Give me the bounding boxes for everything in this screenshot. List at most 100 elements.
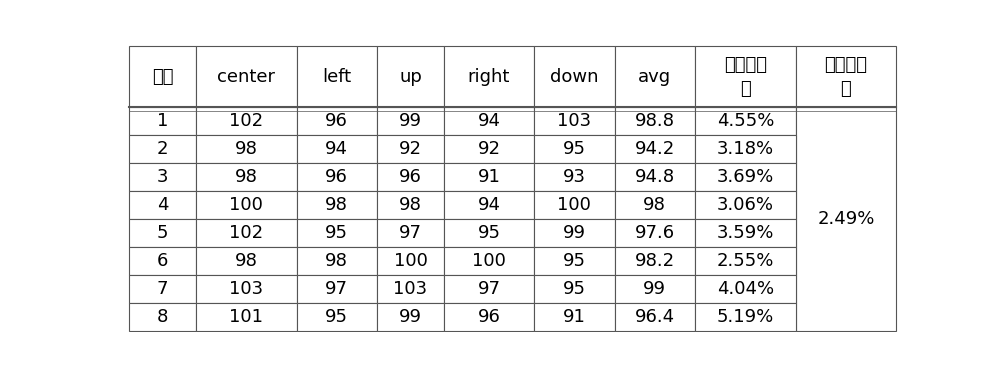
Bar [615, 303, 695, 330]
Bar [297, 191, 377, 219]
Text: 98: 98 [235, 140, 258, 158]
Bar [695, 219, 796, 247]
Text: 100: 100 [229, 196, 263, 214]
Text: 97: 97 [399, 224, 422, 242]
Bar [534, 46, 615, 107]
Text: 7: 7 [157, 280, 168, 298]
Bar [444, 219, 534, 247]
Bar [196, 275, 297, 303]
Bar [297, 219, 377, 247]
Bar [615, 163, 695, 191]
Text: 94.2: 94.2 [635, 140, 675, 158]
Text: 98.8: 98.8 [635, 112, 675, 130]
Text: 2.49%: 2.49% [817, 210, 875, 228]
Text: 100: 100 [557, 196, 591, 214]
Bar [444, 191, 534, 219]
Text: right: right [468, 68, 510, 86]
Bar [444, 135, 534, 163]
Bar [196, 219, 297, 247]
Bar [129, 46, 196, 107]
Text: 95: 95 [478, 224, 501, 242]
Bar [297, 275, 377, 303]
Bar [129, 163, 196, 191]
Text: 3.06%: 3.06% [717, 196, 774, 214]
Text: 98: 98 [325, 252, 348, 270]
Text: 4: 4 [157, 196, 168, 214]
Bar [796, 46, 896, 107]
Text: 96.4: 96.4 [635, 308, 675, 326]
Text: 98: 98 [235, 252, 258, 270]
Text: 98: 98 [399, 196, 422, 214]
Text: 91: 91 [478, 168, 500, 186]
Text: 95: 95 [563, 280, 586, 298]
Text: center: center [217, 68, 275, 86]
Text: 97: 97 [325, 280, 348, 298]
Bar [129, 107, 196, 135]
Bar [444, 303, 534, 330]
Bar [129, 303, 196, 330]
Bar [377, 107, 444, 135]
Bar [615, 219, 695, 247]
Text: 101: 101 [229, 308, 263, 326]
Bar [297, 46, 377, 107]
Bar [695, 163, 796, 191]
Bar [534, 191, 615, 219]
Text: 102: 102 [229, 112, 263, 130]
Text: 99: 99 [563, 224, 586, 242]
Bar [129, 219, 196, 247]
Text: 94.8: 94.8 [635, 168, 675, 186]
Text: 98: 98 [643, 196, 666, 214]
Bar [534, 247, 615, 275]
Text: 93: 93 [563, 168, 586, 186]
Text: avg: avg [638, 68, 671, 86]
Text: 5.19%: 5.19% [717, 308, 774, 326]
Bar [196, 163, 297, 191]
Bar [129, 135, 196, 163]
Bar [615, 275, 695, 303]
Bar [377, 275, 444, 303]
Bar [377, 163, 444, 191]
Text: 99: 99 [643, 280, 666, 298]
Bar [129, 191, 196, 219]
Bar [377, 46, 444, 107]
Bar [444, 247, 534, 275]
Text: 92: 92 [478, 140, 501, 158]
Text: 94: 94 [478, 112, 501, 130]
Bar [615, 135, 695, 163]
Text: 91: 91 [563, 308, 586, 326]
Text: 95: 95 [563, 252, 586, 270]
Bar [377, 135, 444, 163]
Bar [534, 219, 615, 247]
Bar [796, 107, 896, 330]
Bar [444, 46, 534, 107]
Text: 3: 3 [157, 168, 168, 186]
Text: 96: 96 [325, 112, 348, 130]
Bar [695, 303, 796, 330]
Text: 99: 99 [399, 112, 422, 130]
Text: down: down [550, 68, 599, 86]
Text: 3.59%: 3.59% [717, 224, 774, 242]
Bar [196, 107, 297, 135]
Bar [377, 219, 444, 247]
Bar [196, 46, 297, 107]
Bar [615, 191, 695, 219]
Bar [377, 303, 444, 330]
Bar [444, 107, 534, 135]
Text: 92: 92 [399, 140, 422, 158]
Text: 温区: 温区 [152, 68, 173, 86]
Bar [444, 163, 534, 191]
Text: 3.18%: 3.18% [717, 140, 774, 158]
Bar [297, 247, 377, 275]
Bar [695, 191, 796, 219]
Text: 95: 95 [325, 224, 348, 242]
Bar [129, 275, 196, 303]
Text: left: left [322, 68, 351, 86]
Bar [377, 191, 444, 219]
Bar [615, 107, 695, 135]
Text: 98: 98 [235, 168, 258, 186]
Text: 98.2: 98.2 [635, 252, 675, 270]
Bar [196, 191, 297, 219]
Text: 1: 1 [157, 112, 168, 130]
Bar [695, 247, 796, 275]
Bar [695, 107, 796, 135]
